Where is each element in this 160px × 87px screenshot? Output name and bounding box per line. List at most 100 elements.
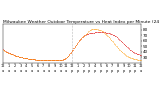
Point	[126, 46, 128, 48]
Point	[9, 53, 12, 55]
Point	[47, 60, 49, 61]
Point	[89, 32, 92, 33]
Point	[123, 44, 126, 45]
Point	[114, 36, 117, 37]
Point	[124, 54, 127, 56]
Point	[61, 59, 64, 61]
Point	[39, 59, 42, 61]
Point	[4, 50, 6, 52]
Point	[85, 33, 87, 35]
Point	[86, 33, 88, 34]
Point	[30, 58, 32, 60]
Point	[13, 54, 15, 56]
Point	[63, 58, 65, 60]
Point	[21, 57, 24, 58]
Point	[58, 59, 61, 61]
Point	[123, 43, 125, 45]
Point	[93, 29, 96, 30]
Point	[54, 60, 57, 61]
Point	[111, 40, 113, 41]
Point	[19, 56, 22, 58]
Point	[5, 52, 8, 53]
Point	[104, 32, 107, 33]
Point	[22, 57, 25, 58]
Point	[74, 44, 77, 46]
Point	[16, 55, 19, 57]
Point	[19, 56, 22, 58]
Point	[44, 60, 47, 61]
Point	[54, 60, 56, 61]
Point	[122, 52, 124, 54]
Point	[83, 35, 85, 37]
Point	[87, 33, 89, 34]
Point	[51, 60, 53, 61]
Point	[114, 35, 116, 37]
Point	[138, 59, 140, 61]
Point	[62, 59, 65, 60]
Point	[12, 54, 15, 56]
Point	[52, 60, 55, 61]
Point	[79, 39, 81, 40]
Point	[102, 31, 104, 33]
Point	[80, 37, 83, 39]
Point	[108, 37, 110, 38]
Point	[81, 36, 84, 38]
Point	[75, 44, 78, 45]
Point	[83, 35, 85, 37]
Point	[77, 41, 79, 43]
Point	[65, 56, 68, 58]
Point	[27, 58, 30, 60]
Point	[92, 32, 94, 33]
Point	[66, 55, 69, 57]
Point	[70, 51, 72, 52]
Point	[40, 60, 42, 61]
Point	[35, 59, 37, 61]
Point	[95, 29, 98, 30]
Point	[137, 54, 140, 55]
Point	[120, 41, 123, 42]
Point	[38, 59, 41, 61]
Point	[37, 59, 40, 61]
Point	[34, 59, 36, 60]
Point	[85, 33, 87, 34]
Point	[130, 57, 132, 58]
Point	[30, 58, 32, 60]
Point	[21, 57, 24, 58]
Point	[83, 35, 86, 36]
Point	[29, 58, 32, 60]
Point	[33, 59, 36, 60]
Point	[13, 54, 15, 56]
Point	[93, 32, 96, 33]
Point	[68, 53, 71, 55]
Point	[12, 54, 14, 55]
Point	[122, 43, 125, 44]
Point	[133, 52, 135, 53]
Point	[26, 58, 28, 59]
Point	[28, 58, 31, 60]
Point	[5, 51, 7, 52]
Point	[96, 31, 98, 33]
Point	[130, 49, 132, 51]
Point	[59, 59, 61, 61]
Point	[66, 56, 68, 57]
Point	[41, 60, 44, 61]
Point	[11, 54, 14, 55]
Point	[72, 49, 74, 50]
Point	[104, 33, 106, 34]
Point	[80, 37, 83, 39]
Point	[88, 30, 91, 31]
Point	[35, 59, 37, 61]
Point	[87, 31, 90, 32]
Point	[16, 55, 19, 57]
Point	[94, 31, 97, 33]
Point	[55, 60, 57, 61]
Point	[71, 49, 74, 51]
Point	[50, 60, 52, 61]
Point	[26, 58, 29, 59]
Point	[97, 29, 100, 31]
Point	[134, 59, 136, 60]
Point	[94, 29, 97, 30]
Point	[130, 50, 133, 51]
Point	[91, 32, 93, 33]
Point	[66, 56, 68, 57]
